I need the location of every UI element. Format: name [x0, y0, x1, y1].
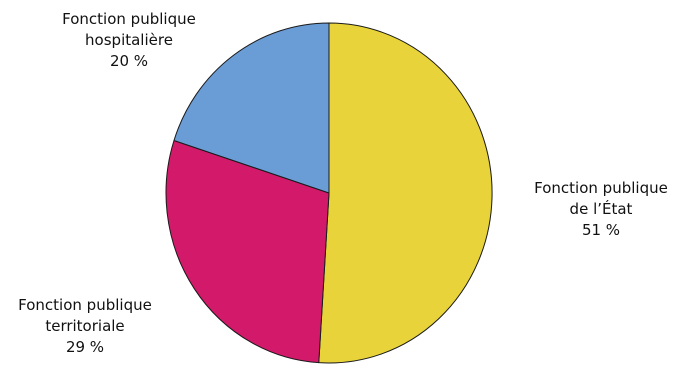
slice-label-etat-line-2: de l’État [569, 200, 633, 218]
slice-label-hospitaliere: Fonction publique hospitalière 20 % [44, 9, 214, 72]
slice-value-etat: 51 % [581, 221, 621, 239]
pie-slices [165, 22, 493, 364]
slice-label-hospitaliere-line-2: hospitalière [85, 31, 173, 49]
slice-label-territoriale-line-2: territoriale [45, 317, 125, 335]
pie-slice-terr [165, 139, 330, 364]
slice-label-hospitaliere-line-1: Fonction publique [62, 10, 196, 28]
slice-label-etat-line-1: Fonction publique [534, 179, 668, 197]
pie-slice-etat [318, 22, 493, 364]
pie-slice-hosp [173, 22, 330, 194]
slice-label-territoriale: Fonction publique territoriale 29 % [5, 295, 165, 358]
slice-label-etat: Fonction publique de l’État 51 % [521, 178, 681, 241]
slice-value-hospitaliere: 20 % [109, 52, 149, 70]
slice-label-territoriale-line-1: Fonction publique [18, 296, 152, 314]
slice-value-territoriale: 29 % [65, 338, 105, 356]
